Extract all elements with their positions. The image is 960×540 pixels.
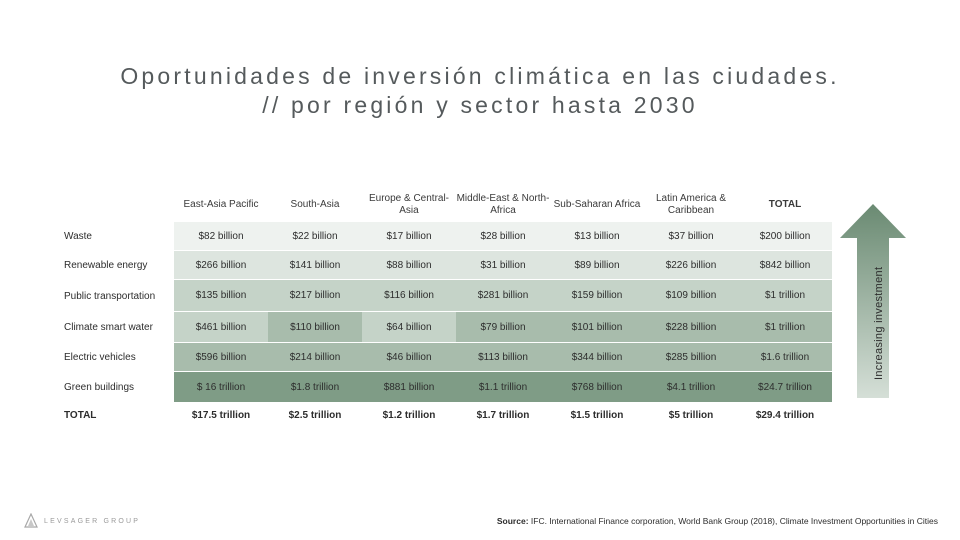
cell-renewable-energy-latin-america-and-caribbean: $226 billion — [644, 251, 738, 279]
cell-total-middle-east-and-north-africa: $1.7 trillion — [456, 403, 550, 427]
column-header-total: TOTAL — [768, 199, 802, 210]
column-header-south-asia: South-Asia — [290, 199, 340, 210]
logo-text: LEVSAGER GROUP — [44, 517, 141, 525]
cell-total-south-asia: $2.5 trillion — [268, 403, 362, 427]
title-line-2: // por región y sector hasta 2030 — [262, 92, 698, 118]
cell-green-buildings-total: $24.7 trillion — [738, 372, 832, 402]
page-title: Oportunidades de inversión climática en … — [40, 62, 920, 120]
cell-waste-middle-east-and-north-africa: $28 billion — [456, 222, 550, 250]
company-logo: LEVSAGER GROUP — [24, 513, 140, 529]
source-note: Source: IFC. International Finance corpo… — [497, 516, 938, 526]
cell-total-east-asia-pacific: $17.5 trillion — [174, 403, 268, 427]
cell-renewable-energy-south-asia: $141 billion — [268, 251, 362, 279]
cell-green-buildings-latin-america-and-caribbean: $4.1 trillion — [644, 372, 738, 402]
cell-climate-smart-water-south-asia: $110 billion — [268, 312, 362, 342]
row-label-waste: Waste — [64, 231, 92, 242]
cell-renewable-energy-total: $842 billion — [738, 251, 832, 279]
cell-public-transportation-east-asia-pacific: $135 billion — [174, 280, 268, 311]
cell-total-latin-america-and-caribbean: $5 trillion — [644, 403, 738, 427]
cell-renewable-energy-east-asia-pacific: $266 billion — [174, 251, 268, 279]
column-header-sub-saharan-africa: Sub-Saharan Africa — [553, 199, 641, 210]
cell-public-transportation-south-asia: $217 billion — [268, 280, 362, 311]
cell-public-transportation-europe-and-central-asia: $116 billion — [362, 280, 456, 311]
cell-waste-europe-and-central-asia: $17 billion — [362, 222, 456, 250]
cell-climate-smart-water-latin-america-and-caribbean: $228 billion — [644, 312, 738, 342]
logo-icon — [24, 513, 38, 528]
source-text: IFC. International Finance corporation, … — [530, 516, 938, 526]
cell-renewable-energy-europe-and-central-asia: $88 billion — [362, 251, 456, 279]
cell-green-buildings-south-asia: $1.8 trillion — [268, 372, 362, 402]
cell-total-sub-saharan-africa: $1.5 trillion — [550, 403, 644, 427]
title-line-1: Oportunidades de inversión climática en … — [120, 63, 840, 89]
increasing-investment-arrow-icon — [840, 204, 906, 398]
column-header-east-asia-pacific: East-Asia Pacific — [183, 199, 259, 210]
column-header-latin-america-and-caribbean: Latin America & Caribbean — [655, 193, 727, 216]
cell-waste-east-asia-pacific: $82 billion — [174, 222, 268, 250]
cell-electric-vehicles-sub-saharan-africa: $344 billion — [550, 343, 644, 371]
row-label-electric-vehicles: Electric vehicles — [64, 352, 136, 363]
cell-green-buildings-sub-saharan-africa: $768 billion — [550, 372, 644, 402]
row-label-public-transportation: Public transportation — [64, 290, 156, 302]
cell-waste-sub-saharan-africa: $13 billion — [550, 222, 644, 250]
cell-total-total: $29.4 trillion — [738, 403, 832, 427]
cell-public-transportation-total: $1 trillion — [738, 280, 832, 311]
column-header-europe-and-central-asia: Europe & Central-Asia — [368, 193, 450, 216]
cell-electric-vehicles-south-asia: $214 billion — [268, 343, 362, 371]
cell-total-europe-and-central-asia: $1.2 trillion — [362, 403, 456, 427]
cell-electric-vehicles-middle-east-and-north-africa: $113 billion — [456, 343, 550, 371]
cell-renewable-energy-sub-saharan-africa: $89 billion — [550, 251, 644, 279]
cell-public-transportation-middle-east-and-north-africa: $281 billion — [456, 280, 550, 311]
row-label-climate-smart-water: Climate smart water — [64, 322, 153, 333]
cell-waste-latin-america-and-caribbean: $37 billion — [644, 222, 738, 250]
cell-climate-smart-water-total: $1 trillion — [738, 312, 832, 342]
column-header-middle-east-and-north-africa: Middle-East & North-Africa — [456, 193, 550, 216]
cell-climate-smart-water-europe-and-central-asia: $64 billion — [362, 312, 456, 342]
cell-green-buildings-europe-and-central-asia: $881 billion — [362, 372, 456, 402]
cell-renewable-energy-middle-east-and-north-africa: $31 billion — [456, 251, 550, 279]
cell-climate-smart-water-sub-saharan-africa: $101 billion — [550, 312, 644, 342]
row-label-green-buildings: Green buildings — [64, 382, 135, 393]
cell-public-transportation-latin-america-and-caribbean: $109 billion — [644, 280, 738, 311]
cell-green-buildings-middle-east-and-north-africa: $1.1 trillion — [456, 372, 550, 402]
cell-climate-smart-water-east-asia-pacific: $461 billion — [174, 312, 268, 342]
arrow-label: Increasing investment — [873, 266, 885, 380]
cell-electric-vehicles-east-asia-pacific: $596 billion — [174, 343, 268, 371]
cell-electric-vehicles-total: $1.6 trillion — [738, 343, 832, 371]
cell-electric-vehicles-latin-america-and-caribbean: $285 billion — [644, 343, 738, 371]
cell-waste-south-asia: $22 billion — [268, 222, 362, 250]
row-label-total: TOTAL — [64, 410, 97, 421]
row-label-renewable-energy: Renewable energy — [64, 260, 148, 271]
source-label: Source: — [496, 516, 529, 526]
cell-waste-total: $200 billion — [738, 222, 832, 250]
cell-public-transportation-sub-saharan-africa: $159 billion — [550, 280, 644, 311]
cell-climate-smart-water-middle-east-and-north-africa: $79 billion — [456, 312, 550, 342]
cell-electric-vehicles-europe-and-central-asia: $46 billion — [362, 343, 456, 371]
cell-green-buildings-east-asia-pacific: $ 16 trillion — [174, 372, 268, 402]
